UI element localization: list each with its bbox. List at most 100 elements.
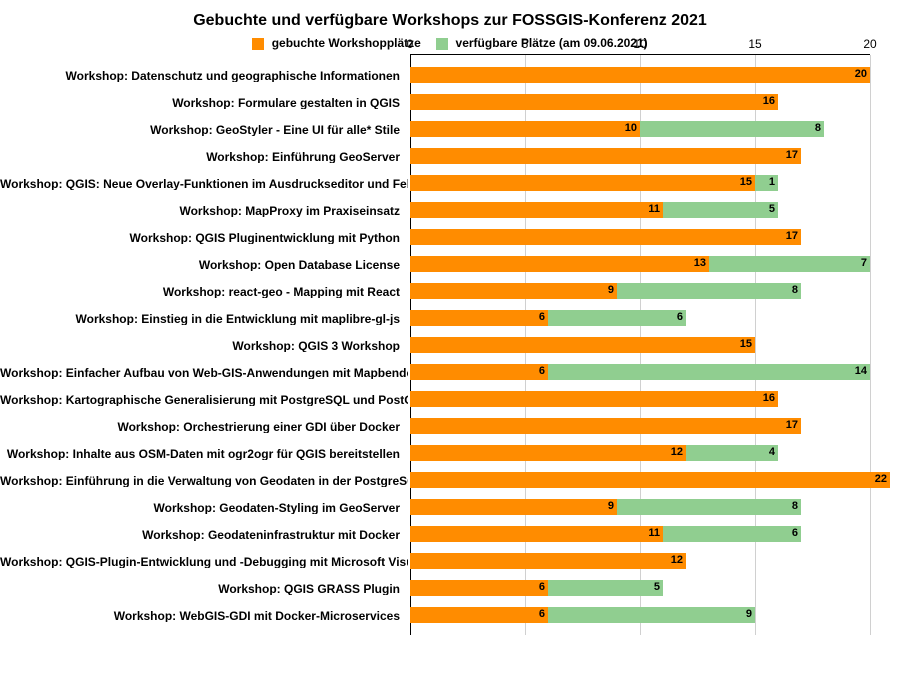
- legend-item-booked: gebuchte Workshopplätze: [252, 36, 420, 50]
- bar-available-value: 8: [792, 284, 798, 296]
- bar-booked: 15: [410, 337, 755, 353]
- bar-booked-value: 6: [539, 608, 545, 620]
- bar-booked: 22: [410, 472, 890, 488]
- bar-booked: 6: [410, 364, 548, 380]
- chart-row: Workshop: Kartographische Generalisierun…: [0, 385, 870, 412]
- bar-booked-value: 15: [740, 176, 752, 188]
- row-label: Workshop: Formulare gestalten in QGIS: [0, 97, 408, 109]
- bar-booked: 20: [410, 67, 870, 83]
- chart-row: Workshop: Geodateninfrastruktur mit Dock…: [0, 520, 870, 547]
- chart-row: Workshop: Formulare gestalten in QGIS16: [0, 88, 870, 115]
- bar-booked: 6: [410, 580, 548, 596]
- gridline: [870, 55, 871, 635]
- bar-available: 5: [548, 580, 663, 596]
- bar-booked-value: 20: [855, 68, 867, 80]
- bar-booked-value: 17: [786, 230, 798, 242]
- bar-booked-value: 13: [694, 257, 706, 269]
- bar-available-value: 9: [746, 608, 752, 620]
- bar-available-value: 4: [769, 446, 775, 458]
- bar-group: 98: [410, 499, 870, 515]
- bar-available-value: 6: [677, 311, 683, 323]
- bar-available-value: 14: [855, 365, 867, 377]
- bar-booked-value: 12: [671, 554, 683, 566]
- bar-group: 6 14: [410, 364, 870, 380]
- bar-booked-value: 10: [625, 122, 637, 134]
- bar-booked: 12: [410, 553, 686, 569]
- row-label: Workshop: QGIS GRASS Plugin: [0, 583, 408, 595]
- bar-booked: 17: [410, 418, 801, 434]
- chart-row: Workshop: Einstieg in die Entwicklung mi…: [0, 304, 870, 331]
- row-label: Workshop: QGIS-Plugin-Entwicklung und -D…: [0, 556, 408, 568]
- bar-booked-value: 12: [671, 446, 683, 458]
- x-tick-label: 5: [522, 37, 529, 51]
- bar-group: 98: [410, 283, 870, 299]
- bar-booked: 17: [410, 148, 801, 164]
- bar-booked: 17: [410, 229, 801, 245]
- bar-group: 12: [410, 553, 870, 569]
- row-label: Workshop: GeoStyler - Eine UI für alle* …: [0, 124, 408, 136]
- bar-available: 6: [548, 310, 686, 326]
- bar-booked: 16: [410, 94, 778, 110]
- row-label: Workshop: Einstieg in die Entwicklung mi…: [0, 313, 408, 325]
- bar-group: 17: [410, 229, 870, 245]
- bar-booked-value: 6: [539, 311, 545, 323]
- bar-group: 115: [410, 202, 870, 218]
- bar-booked-value: 6: [539, 365, 545, 377]
- legend: gebuchte Workshopplätze verfügbare Plätz…: [0, 36, 900, 50]
- bar-booked: 11: [410, 526, 663, 542]
- legend-item-available: verfügbare Plätze (am 09.06.2021): [436, 36, 647, 50]
- bar-booked-value: 17: [786, 419, 798, 431]
- bar-booked: 13: [410, 256, 709, 272]
- bar-booked-value: 17: [786, 149, 798, 161]
- chart-row: Workshop: Einführung GeoServer 17: [0, 142, 870, 169]
- x-tick-label: 0: [407, 37, 414, 51]
- row-label: Workshop: Orchestrierung einer GDI über …: [0, 421, 408, 433]
- row-label: Workshop: QGIS Pluginentwicklung mit Pyt…: [0, 232, 408, 244]
- bar-group: 17: [410, 418, 870, 434]
- chart-title: Gebuchte und verfügbare Workshops zur FO…: [0, 12, 900, 30]
- bar-available-value: 1: [769, 176, 775, 188]
- bar-group: 16: [410, 391, 870, 407]
- legend-label-booked: gebuchte Workshopplätze: [272, 36, 421, 50]
- row-label: Workshop: Einführung GeoServer: [0, 151, 408, 163]
- chart-row: Workshop: Inhalte aus OSM-Daten mit ogr2…: [0, 439, 870, 466]
- chart-row: Workshop: QGIS 3 Workshop15: [0, 331, 870, 358]
- bar-booked-value: 11: [648, 527, 660, 539]
- row-label: Workshop: Einführung in die Verwaltung v…: [0, 475, 408, 487]
- bar-available: 7: [709, 256, 870, 272]
- bar-available-value: 7: [861, 257, 867, 269]
- chart-row: Workshop: GeoStyler - Eine UI für alle* …: [0, 115, 870, 142]
- chart-row: Workshop: QGIS GRASS Plugin 65: [0, 574, 870, 601]
- bar-booked: 10: [410, 121, 640, 137]
- bar-available: 5: [663, 202, 778, 218]
- row-label: Workshop: Geodaten-Styling im GeoServer: [0, 502, 408, 514]
- bar-booked: 11: [410, 202, 663, 218]
- bar-group: 12 4: [410, 445, 870, 461]
- row-label: Workshop: Einfacher Aufbau von Web-GIS-A…: [0, 367, 408, 379]
- chart-row: Workshop: Geodaten-Styling im GeoServer9…: [0, 493, 870, 520]
- bar-available-value: 8: [815, 122, 821, 134]
- chart-row: Workshop: MapProxy im Praxiseinsatz115: [0, 196, 870, 223]
- row-label: Workshop: Geodateninfrastruktur mit Dock…: [0, 529, 408, 541]
- bar-available-value: 6: [792, 527, 798, 539]
- row-label: Workshop: Kartographische Generalisierun…: [0, 394, 408, 406]
- chart-row: Workshop: WebGIS-GDI mit Docker-Microser…: [0, 601, 870, 628]
- bar-group: 16: [410, 94, 870, 110]
- bar-booked-value: 9: [608, 284, 614, 296]
- bar-booked: 16: [410, 391, 778, 407]
- bar-available: 14: [548, 364, 870, 380]
- x-tick-label: 10: [633, 37, 646, 51]
- bar-booked: 15: [410, 175, 755, 191]
- bar-booked: 9: [410, 499, 617, 515]
- bar-group: 22: [410, 472, 870, 488]
- bar-booked: 6: [410, 310, 548, 326]
- row-label: Workshop: react-geo - Mapping mit React: [0, 286, 408, 298]
- bar-available: 1: [755, 175, 778, 191]
- plot-area: 05101520Workshop: Datenschutz und geogra…: [410, 54, 870, 635]
- bar-group: 10 8: [410, 121, 870, 137]
- row-label: Workshop: Inhalte aus OSM-Daten mit ogr2…: [0, 448, 408, 460]
- row-label: Workshop: QGIS 3 Workshop: [0, 340, 408, 352]
- bar-booked-value: 6: [539, 581, 545, 593]
- bar-group: 13 7: [410, 256, 870, 272]
- bar-booked: 12: [410, 445, 686, 461]
